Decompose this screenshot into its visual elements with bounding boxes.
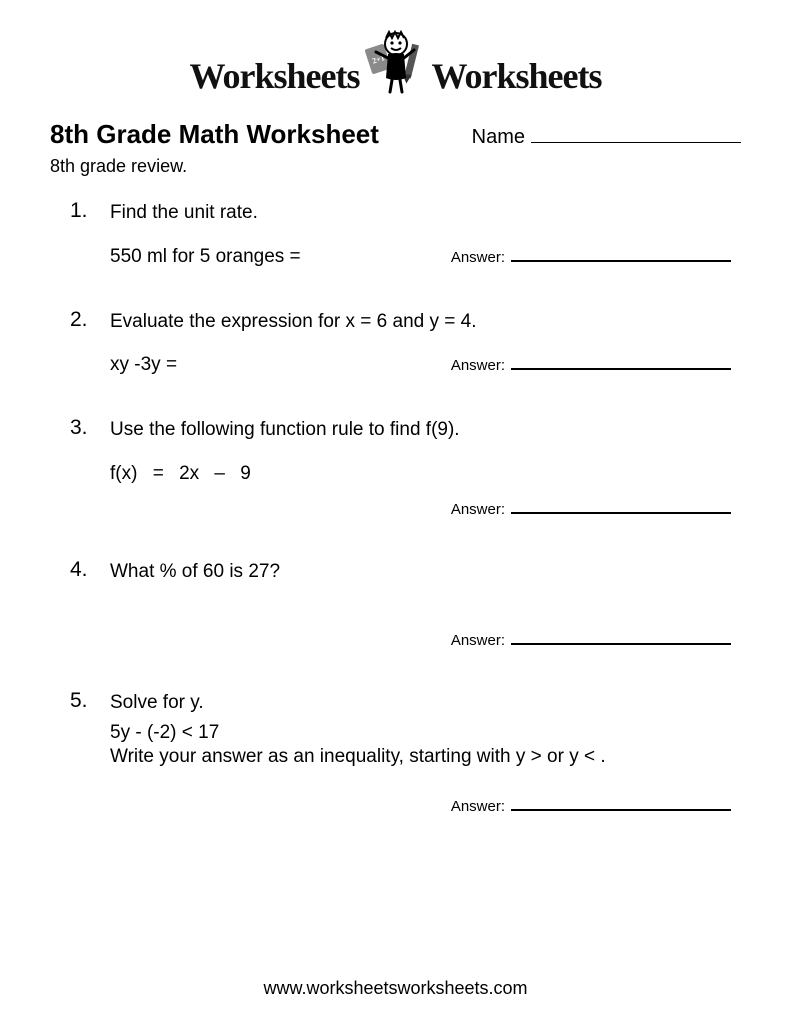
worksheet-title: 8th Grade Math Worksheet	[50, 119, 379, 150]
problem-text: Solve for y.	[110, 689, 741, 718]
logo: Worksheets 2+1=	[50, 30, 741, 94]
answer-row: Answer:	[70, 632, 741, 649]
problem-sub: 550 ml for 5 oranges =	[110, 246, 451, 268]
problem-text: Evaluate the expression for x = 6 and y …	[110, 308, 741, 337]
name-label: Name	[472, 126, 525, 149]
subtitle: 8th grade review.	[50, 156, 741, 177]
logo-word-right: Worksheets	[432, 58, 602, 94]
problem-sub: f(x) = 2x – 9	[110, 463, 741, 485]
logo-word-left: Worksheets	[190, 58, 360, 94]
logo-text: Worksheets 2+1=	[190, 30, 602, 94]
problem-1: 1. Find the unit rate. 550 ml for 5 oran…	[70, 199, 741, 268]
answer-blank-line[interactable]	[511, 260, 731, 262]
problem-number: 1.	[70, 199, 110, 223]
problem-4: 4. What % of 60 is 27? Answer:	[70, 558, 741, 650]
problem-5: 5. Solve for y. 5y - (-2) < 17 Write you…	[70, 689, 741, 815]
problem-2: 2. Evaluate the expression for x = 6 and…	[70, 308, 741, 377]
answer-row: Answer:	[70, 501, 741, 518]
footer-url: www.worksheetsworksheets.com	[0, 978, 791, 999]
answer-blank-line[interactable]	[511, 512, 731, 514]
problem-number: 3.	[70, 416, 110, 440]
problem-sub2: Write your answer as an inequality, star…	[110, 746, 741, 768]
answer-blank-line[interactable]	[511, 809, 731, 811]
answer-row: Answer:	[451, 249, 741, 266]
problem-sub: 5y - (-2) < 17	[110, 722, 741, 744]
worksheet-page: Worksheets 2+1=	[0, 0, 791, 815]
problem-text: Find the unit rate.	[110, 199, 741, 228]
header-row: 8th Grade Math Worksheet Name	[50, 119, 741, 150]
problem-sub: xy -3y =	[110, 354, 451, 376]
answer-label: Answer:	[451, 632, 505, 649]
answer-label: Answer:	[451, 501, 505, 518]
problem-text: What % of 60 is 27?	[110, 558, 741, 587]
problems-list: 1. Find the unit rate. 550 ml for 5 oran…	[50, 199, 741, 815]
answer-blank-line[interactable]	[511, 643, 731, 645]
answer-row: Answer:	[451, 357, 741, 374]
problem-number: 5.	[70, 689, 110, 713]
name-blank-line[interactable]	[531, 142, 741, 143]
name-field: Name	[472, 126, 741, 149]
answer-blank-line[interactable]	[511, 368, 731, 370]
problem-3: 3. Use the following function rule to fi…	[70, 416, 741, 518]
answer-label: Answer:	[451, 249, 505, 266]
answer-label: Answer:	[451, 798, 505, 815]
problem-number: 4.	[70, 558, 110, 582]
problem-text: Use the following function rule to find …	[110, 416, 741, 445]
answer-row: Answer:	[70, 798, 741, 815]
answer-label: Answer:	[451, 357, 505, 374]
problem-number: 2.	[70, 308, 110, 332]
kid-icon: 2+1=	[362, 30, 430, 94]
